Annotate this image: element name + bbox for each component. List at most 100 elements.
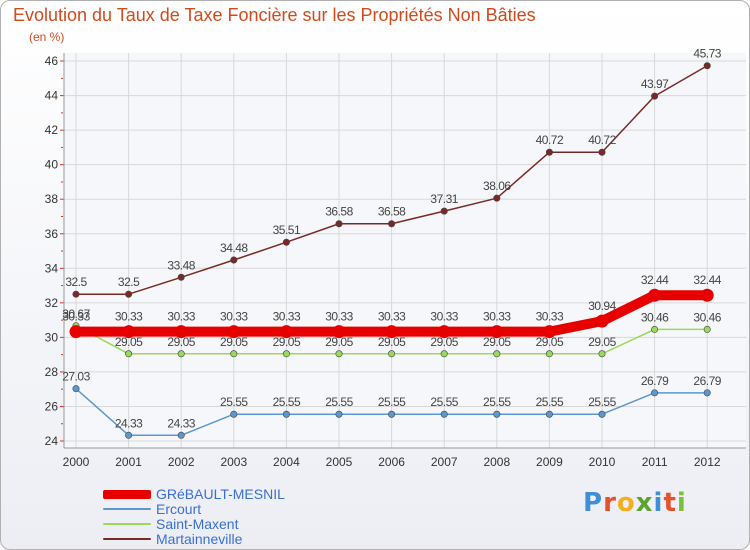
data-point-martainneville <box>493 194 501 202</box>
data-point-martainneville <box>72 290 80 298</box>
data-point-ercourt <box>177 431 185 439</box>
logo-letter: o <box>616 488 636 518</box>
data-point-gr-bault-mesnil <box>332 325 346 339</box>
data-point-saint-maxent <box>598 350 606 358</box>
data-label-gr-bault-mesnil: 30.33 <box>430 310 458 324</box>
logo-letter: x <box>635 488 654 518</box>
data-point-martainneville <box>545 148 553 156</box>
legend-label: Ercourt <box>156 501 202 517</box>
y-tick-label: 28 <box>45 365 59 379</box>
x-tick-label: 2003 <box>220 455 247 469</box>
data-label-saint-maxent: 29.05 <box>378 335 406 349</box>
data-label-martainneville: 43.97 <box>641 77 669 91</box>
data-label-gr-bault-mesnil: 30.33 <box>220 310 248 324</box>
data-point-gr-bault-mesnil <box>227 325 241 339</box>
data-point-ercourt <box>125 431 133 439</box>
data-label-ercourt: 25.55 <box>378 395 406 409</box>
data-point-saint-maxent <box>493 350 501 358</box>
y-axis-unit-label: (en %) <box>29 30 65 44</box>
y-tick-label: 40 <box>45 158 59 172</box>
y-tick-label: 44 <box>45 89 59 103</box>
y-tick-label: 26 <box>45 399 59 413</box>
data-label-ercourt: 25.55 <box>273 395 301 409</box>
data-point-ercourt <box>598 410 606 418</box>
data-point-gr-bault-mesnil <box>279 325 293 339</box>
data-point-gr-bault-mesnil <box>122 325 136 339</box>
y-tick-label: 30 <box>45 330 59 344</box>
data-point-martainneville <box>282 238 290 246</box>
data-point-saint-maxent <box>545 350 553 358</box>
x-tick-label: 2000 <box>63 455 90 469</box>
proxiti-logo: Proxiti <box>583 488 687 518</box>
data-label-martainneville: 45.73 <box>693 47 721 61</box>
data-label-saint-maxent: 30.46 <box>693 310 721 324</box>
y-tick-label: 38 <box>45 192 59 206</box>
data-point-ercourt <box>72 385 80 393</box>
data-point-gr-bault-mesnil <box>700 288 714 302</box>
data-label-martainneville: 35.51 <box>273 223 301 237</box>
data-label-gr-bault-mesnil: 32.44 <box>641 273 669 287</box>
y-tick-label: 36 <box>45 227 59 241</box>
y-tick-label: 46 <box>45 54 59 68</box>
legend-label: Martainneville <box>156 531 243 547</box>
data-label-ercourt: 25.55 <box>430 395 458 409</box>
y-tick-label: 34 <box>45 261 59 275</box>
x-tick-label: 2001 <box>115 455 142 469</box>
data-label-ercourt: 24.33 <box>167 416 195 430</box>
data-point-saint-maxent <box>388 350 396 358</box>
data-label-saint-maxent: 29.05 <box>588 335 616 349</box>
data-label-ercourt: 24.33 <box>115 416 143 430</box>
data-label-saint-maxent: 29.05 <box>167 335 195 349</box>
data-point-gr-bault-mesnil <box>174 325 188 339</box>
data-label-saint-maxent: 29.05 <box>536 335 564 349</box>
data-point-gr-bault-mesnil <box>69 325 83 339</box>
y-tick-label: 32 <box>45 296 59 310</box>
data-label-gr-bault-mesnil: 30.33 <box>62 310 90 324</box>
data-point-ercourt <box>651 389 659 397</box>
data-label-ercourt: 26.79 <box>641 374 669 388</box>
y-tick-label: 24 <box>45 434 59 448</box>
data-point-gr-bault-mesnil <box>595 314 609 328</box>
data-label-gr-bault-mesnil: 30.33 <box>483 310 511 324</box>
data-label-gr-bault-mesnil: 30.94 <box>588 299 616 313</box>
x-tick-label: 2002 <box>168 455 195 469</box>
data-label-martainneville: 32.5 <box>118 275 140 289</box>
y-tick-label: 42 <box>45 123 59 137</box>
data-label-ercourt: 27.03 <box>62 370 90 384</box>
data-label-saint-maxent: 30.46 <box>641 310 669 324</box>
data-point-saint-maxent <box>177 350 185 358</box>
data-point-saint-maxent <box>125 350 133 358</box>
data-label-martainneville: 34.48 <box>220 241 248 255</box>
data-label-saint-maxent: 29.05 <box>325 335 353 349</box>
data-label-martainneville: 32.5 <box>65 275 87 289</box>
data-point-ercourt <box>335 410 343 418</box>
data-label-gr-bault-mesnil: 30.33 <box>273 310 301 324</box>
plot-area <box>64 53 746 448</box>
legend-swatch <box>103 523 151 525</box>
data-label-martainneville: 40.72 <box>588 133 616 147</box>
legend-swatch <box>103 538 151 540</box>
data-point-martainneville <box>125 290 133 298</box>
data-point-ercourt <box>493 410 501 418</box>
logo-letter: P <box>583 488 604 518</box>
data-label-gr-bault-mesnil: 30.33 <box>325 310 353 324</box>
data-point-martainneville <box>440 207 448 215</box>
data-label-gr-bault-mesnil: 30.33 <box>115 310 143 324</box>
data-label-gr-bault-mesnil: 30.33 <box>536 310 564 324</box>
x-tick-label: 2004 <box>273 455 300 469</box>
x-tick-label: 2005 <box>326 455 353 469</box>
data-label-saint-maxent: 29.05 <box>115 335 143 349</box>
data-label-martainneville: 37.31 <box>430 192 458 206</box>
data-label-saint-maxent: 29.05 <box>483 335 511 349</box>
data-point-martainneville <box>230 256 238 264</box>
data-point-martainneville <box>335 220 343 228</box>
data-point-saint-maxent <box>651 325 659 333</box>
data-label-gr-bault-mesnil: 30.33 <box>167 310 195 324</box>
chart-title: Evolution du Taux de Taxe Foncière sur l… <box>13 5 536 25</box>
data-point-ercourt <box>282 410 290 418</box>
data-label-martainneville: 36.58 <box>378 205 406 219</box>
data-point-ercourt <box>388 410 396 418</box>
data-label-martainneville: 38.06 <box>483 179 511 193</box>
